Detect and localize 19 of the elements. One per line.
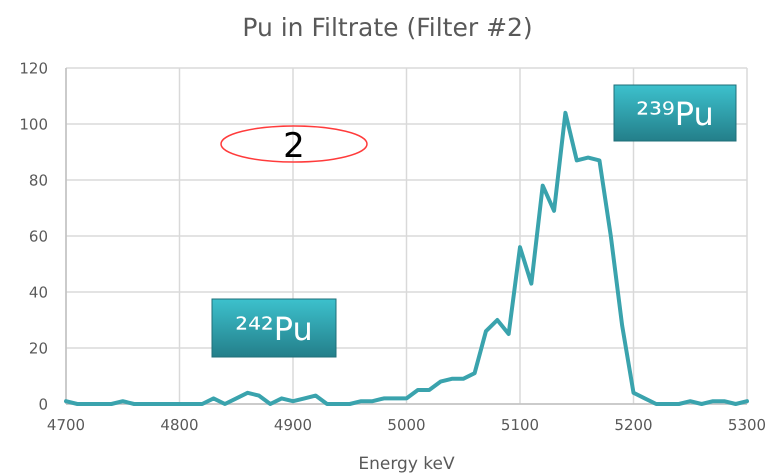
- annotation: 2: [283, 126, 305, 166]
- x-tick-label: 4700: [46, 416, 86, 434]
- chart-title: Pu in Filtrate (Filter #2): [242, 13, 533, 42]
- y-tick-label: 120: [19, 59, 48, 78]
- x-tick-label: 5100: [500, 416, 540, 434]
- y-tick-label: 20: [28, 339, 48, 358]
- annotation: ²³⁹Pu: [636, 95, 714, 133]
- x-axis-title: Energy keV: [358, 454, 455, 474]
- y-tick-label: 0: [38, 395, 48, 414]
- x-tick-label: 4800: [160, 416, 199, 434]
- y-tick-label: 80: [28, 171, 48, 190]
- y-tick-label: 100: [19, 115, 48, 134]
- x-tick-label: 4900: [274, 416, 312, 434]
- x-tick-label: 5000: [387, 416, 426, 434]
- y-tick-label: 60: [28, 227, 48, 246]
- annotation: ²⁴²Pu: [235, 310, 313, 348]
- y-tick-label: 40: [28, 283, 48, 302]
- x-tick-label: 5300: [728, 416, 766, 434]
- x-tick-label: 5200: [614, 416, 653, 434]
